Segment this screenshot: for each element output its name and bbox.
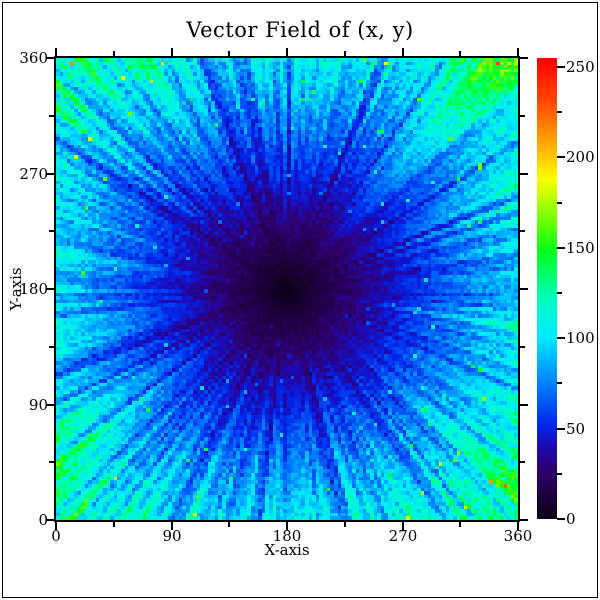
x-tick-label: 270 — [388, 527, 418, 545]
x-tick-mark — [171, 48, 173, 56]
y-minor-tick-mark — [520, 115, 525, 117]
colorbar-minor-tick-mark — [557, 473, 562, 475]
y-tick-mark — [46, 288, 54, 290]
x-tick-label: 0 — [51, 527, 61, 545]
x-minor-tick-mark — [344, 51, 346, 56]
colorbar-tick-mark — [557, 156, 565, 158]
x-minor-tick-mark — [228, 51, 230, 56]
x-minor-tick-mark — [344, 522, 346, 527]
x-minor-tick-mark — [459, 522, 461, 527]
x-tick-mark — [171, 522, 173, 530]
x-tick-mark — [55, 48, 57, 56]
y-minor-tick-mark — [520, 461, 525, 463]
x-tick-label: 90 — [162, 527, 182, 545]
colorbar-tick-mark — [557, 66, 565, 68]
x-minor-tick-mark — [113, 522, 115, 527]
y-tick-mark — [520, 519, 528, 521]
colorbar-tick-mark — [557, 247, 565, 249]
y-minor-tick-mark — [49, 346, 54, 348]
x-tick-mark — [286, 48, 288, 56]
colorbar-tick-label: 0 — [566, 510, 576, 528]
y-tick-label: 0 — [38, 511, 48, 529]
colorbar-minor-tick-mark — [557, 382, 562, 384]
colorbar-tick-mark — [557, 337, 565, 339]
x-tick-mark — [55, 522, 57, 530]
colorbar-tick-label: 50 — [566, 420, 586, 438]
colorbar-tick-mark — [557, 428, 565, 430]
x-tick-mark — [402, 522, 404, 530]
colorbar-gradient — [537, 58, 557, 519]
x-tick-mark — [286, 522, 288, 530]
x-tick-label: 180 — [272, 527, 302, 545]
y-tick-mark — [520, 288, 528, 290]
y-tick-mark — [46, 173, 54, 175]
plot-area — [54, 56, 520, 522]
x-tick-mark — [517, 48, 519, 56]
y-tick-mark — [46, 519, 54, 521]
x-minor-tick-mark — [228, 522, 230, 527]
colorbar-tick-label: 150 — [566, 239, 595, 257]
x-minor-tick-mark — [459, 51, 461, 56]
x-axis-label: X-axis — [264, 541, 310, 559]
y-tick-label: 270 — [19, 165, 48, 183]
y-tick-mark — [520, 57, 528, 59]
colorbar-tick-mark — [557, 518, 565, 520]
y-tick-label: 180 — [19, 280, 48, 298]
x-tick-label: 360 — [503, 527, 533, 545]
colorbar-tick-label: 100 — [566, 329, 595, 347]
colorbar-minor-tick-mark — [557, 111, 562, 113]
y-tick-label: 360 — [19, 49, 48, 67]
y-tick-mark — [520, 404, 528, 406]
y-minor-tick-mark — [520, 346, 525, 348]
x-tick-mark — [402, 48, 404, 56]
y-minor-tick-mark — [49, 461, 54, 463]
colorbar-tick-label: 200 — [566, 148, 595, 166]
x-minor-tick-mark — [113, 51, 115, 56]
y-tick-mark — [46, 57, 54, 59]
colorbar-tick-label: 250 — [566, 58, 595, 76]
x-tick-mark — [517, 522, 519, 530]
y-tick-mark — [46, 404, 54, 406]
y-tick-mark — [520, 173, 528, 175]
colorbar-minor-tick-mark — [557, 292, 562, 294]
heatmap-canvas — [56, 58, 518, 520]
colorbar-minor-tick-mark — [557, 202, 562, 204]
chart-title: Vector Field of (x, y) — [186, 18, 414, 42]
y-minor-tick-mark — [520, 230, 525, 232]
y-tick-label: 90 — [28, 396, 48, 414]
y-minor-tick-mark — [49, 115, 54, 117]
y-minor-tick-mark — [49, 230, 54, 232]
